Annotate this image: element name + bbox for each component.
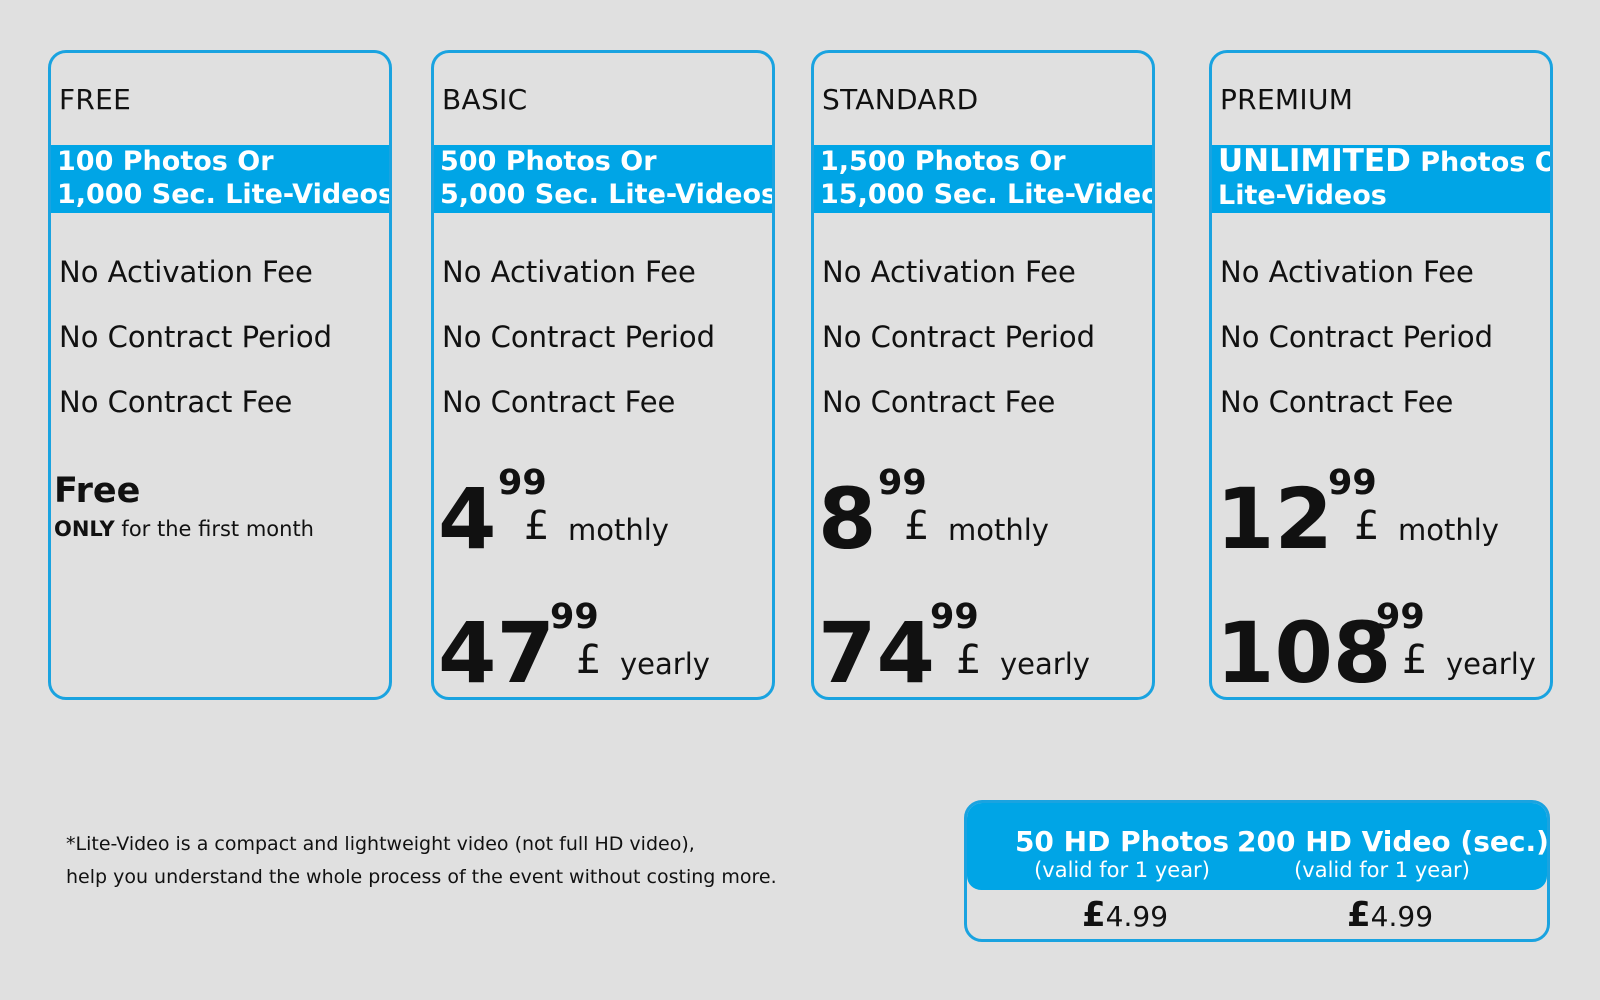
plan-quota-band: 1,500 Photos Or 15,000 Sec. Lite-Videos	[814, 145, 1152, 213]
currency-symbol: £	[524, 503, 550, 549]
plan-quota-band: 500 Photos Or 5,000 Sec. Lite-Videos	[434, 145, 772, 213]
unlimited-label: UNLIMITED	[1218, 143, 1411, 179]
price-cents: 99	[1376, 597, 1425, 637]
feature-contract-fee: No Contract Fee	[59, 385, 293, 419]
price-cents: 99	[878, 463, 927, 503]
currency-symbol: £	[1402, 637, 1428, 683]
feature-contract-fee: No Contract Fee	[442, 385, 676, 419]
footnote-line-2: help you understand the whole process of…	[66, 866, 777, 888]
feature-activation-fee: No Activation Fee	[1220, 255, 1474, 289]
plan-quota-band: 100 Photos Or 1,000 Sec. Lite-Videos*	[51, 145, 389, 213]
price-period: yearly	[620, 647, 710, 681]
plan-card-basic[interactable]: BASIC 500 Photos Or 5,000 Sec. Lite-Vide…	[431, 50, 775, 700]
lite-video-footnote: *Lite-Video is a compact and lightweight…	[66, 828, 777, 894]
price-period: yearly	[1446, 647, 1536, 681]
price-whole: 4	[438, 470, 497, 568]
price-whole: 74	[818, 604, 935, 700]
plan-name: PREMIUM	[1220, 83, 1354, 116]
currency-symbol: £	[904, 503, 930, 549]
price-cents: 99	[498, 463, 547, 503]
addon-price-value: 4.99	[1370, 900, 1434, 933]
price-whole: 8	[818, 470, 877, 568]
feature-contract-fee: No Contract Fee	[1220, 385, 1454, 419]
free-note-bold: ONLY	[54, 517, 115, 541]
quota-line-1: UNLIMITED Photos Or	[1218, 143, 1550, 179]
plan-card-premium[interactable]: PREMIUM UNLIMITED Photos Or Lite-Videos …	[1209, 50, 1553, 700]
price-cents: 99	[550, 597, 599, 637]
feature-contract-period: No Contract Period	[442, 320, 716, 354]
plan-name: FREE	[59, 83, 132, 116]
plan-card-standard[interactable]: STANDARD 1,500 Photos Or 15,000 Sec. Lit…	[811, 50, 1155, 700]
hd-addon-box: 50 HD Photos (valid for 1 year) 200 HD V…	[964, 800, 1550, 942]
quota-line-2: 1,000 Sec. Lite-Videos*	[57, 179, 392, 210]
price-whole: 12	[1216, 470, 1333, 568]
price-whole: 47	[438, 604, 555, 700]
addon-hd-video[interactable]: 200 HD Video (sec.) (valid for 1 year)	[1237, 825, 1549, 882]
addon-hd-photos-price: £4.99	[1082, 895, 1168, 935]
addon-subtitle: (valid for 1 year)	[1034, 858, 1210, 882]
free-note-rest: for the first month	[114, 517, 314, 541]
feature-contract-period: No Contract Period	[1220, 320, 1494, 354]
plan-card-free[interactable]: FREE 100 Photos Or 1,000 Sec. Lite-Video…	[48, 50, 392, 700]
feature-contract-fee: No Contract Fee	[822, 385, 1056, 419]
price-period: mothly	[568, 513, 669, 547]
feature-activation-fee: No Activation Fee	[822, 255, 1076, 289]
quota-line-2: 5,000 Sec. Lite-Videos	[440, 179, 775, 210]
feature-contract-period: No Contract Period	[59, 320, 333, 354]
quota-line-2: Lite-Videos	[1218, 180, 1387, 211]
quota-line-2: 15,000 Sec. Lite-Videos	[820, 179, 1155, 210]
price-cents: 99	[930, 597, 979, 637]
plan-quota-band: UNLIMITED Photos Or Lite-Videos	[1212, 145, 1550, 213]
currency-symbol: £	[956, 637, 982, 683]
quota-line-1: 500 Photos Or	[440, 146, 657, 177]
quota-line-1: 100 Photos Or	[57, 146, 274, 177]
price-whole: 108	[1216, 604, 1392, 700]
addon-price-value: 4.99	[1105, 900, 1169, 933]
addon-hd-video-price: £4.99	[1347, 895, 1433, 935]
currency-symbol: £	[1347, 895, 1371, 935]
feature-contract-period: No Contract Period	[822, 320, 1096, 354]
plan-name: BASIC	[442, 83, 528, 116]
hd-addon-header: 50 HD Photos (valid for 1 year) 200 HD V…	[967, 803, 1547, 890]
quota-line-1: 1,500 Photos Or	[820, 146, 1066, 177]
addon-subtitle: (valid for 1 year)	[1294, 858, 1470, 882]
price-period: mothly	[948, 513, 1049, 547]
price-period: mothly	[1398, 513, 1499, 547]
addon-title: 200 HD Video (sec.)	[1237, 825, 1549, 858]
addon-hd-photos[interactable]: 50 HD Photos (valid for 1 year)	[1007, 825, 1237, 882]
footnote-line-1: *Lite-Video is a compact and lightweight…	[66, 833, 695, 855]
addon-title: 50 HD Photos	[1014, 825, 1230, 858]
currency-symbol: £	[576, 637, 602, 683]
feature-activation-fee: No Activation Fee	[59, 255, 313, 289]
price-period: yearly	[1000, 647, 1090, 681]
currency-symbol: £	[1082, 895, 1106, 935]
currency-symbol: £	[1354, 503, 1380, 549]
feature-activation-fee: No Activation Fee	[442, 255, 696, 289]
quota-line-1-rest: Photos Or	[1420, 147, 1550, 178]
price-cents: 99	[1328, 463, 1377, 503]
free-price-title: Free	[54, 471, 141, 511]
free-price-note: ONLY for the first month	[54, 517, 314, 541]
plan-name: STANDARD	[822, 83, 979, 116]
